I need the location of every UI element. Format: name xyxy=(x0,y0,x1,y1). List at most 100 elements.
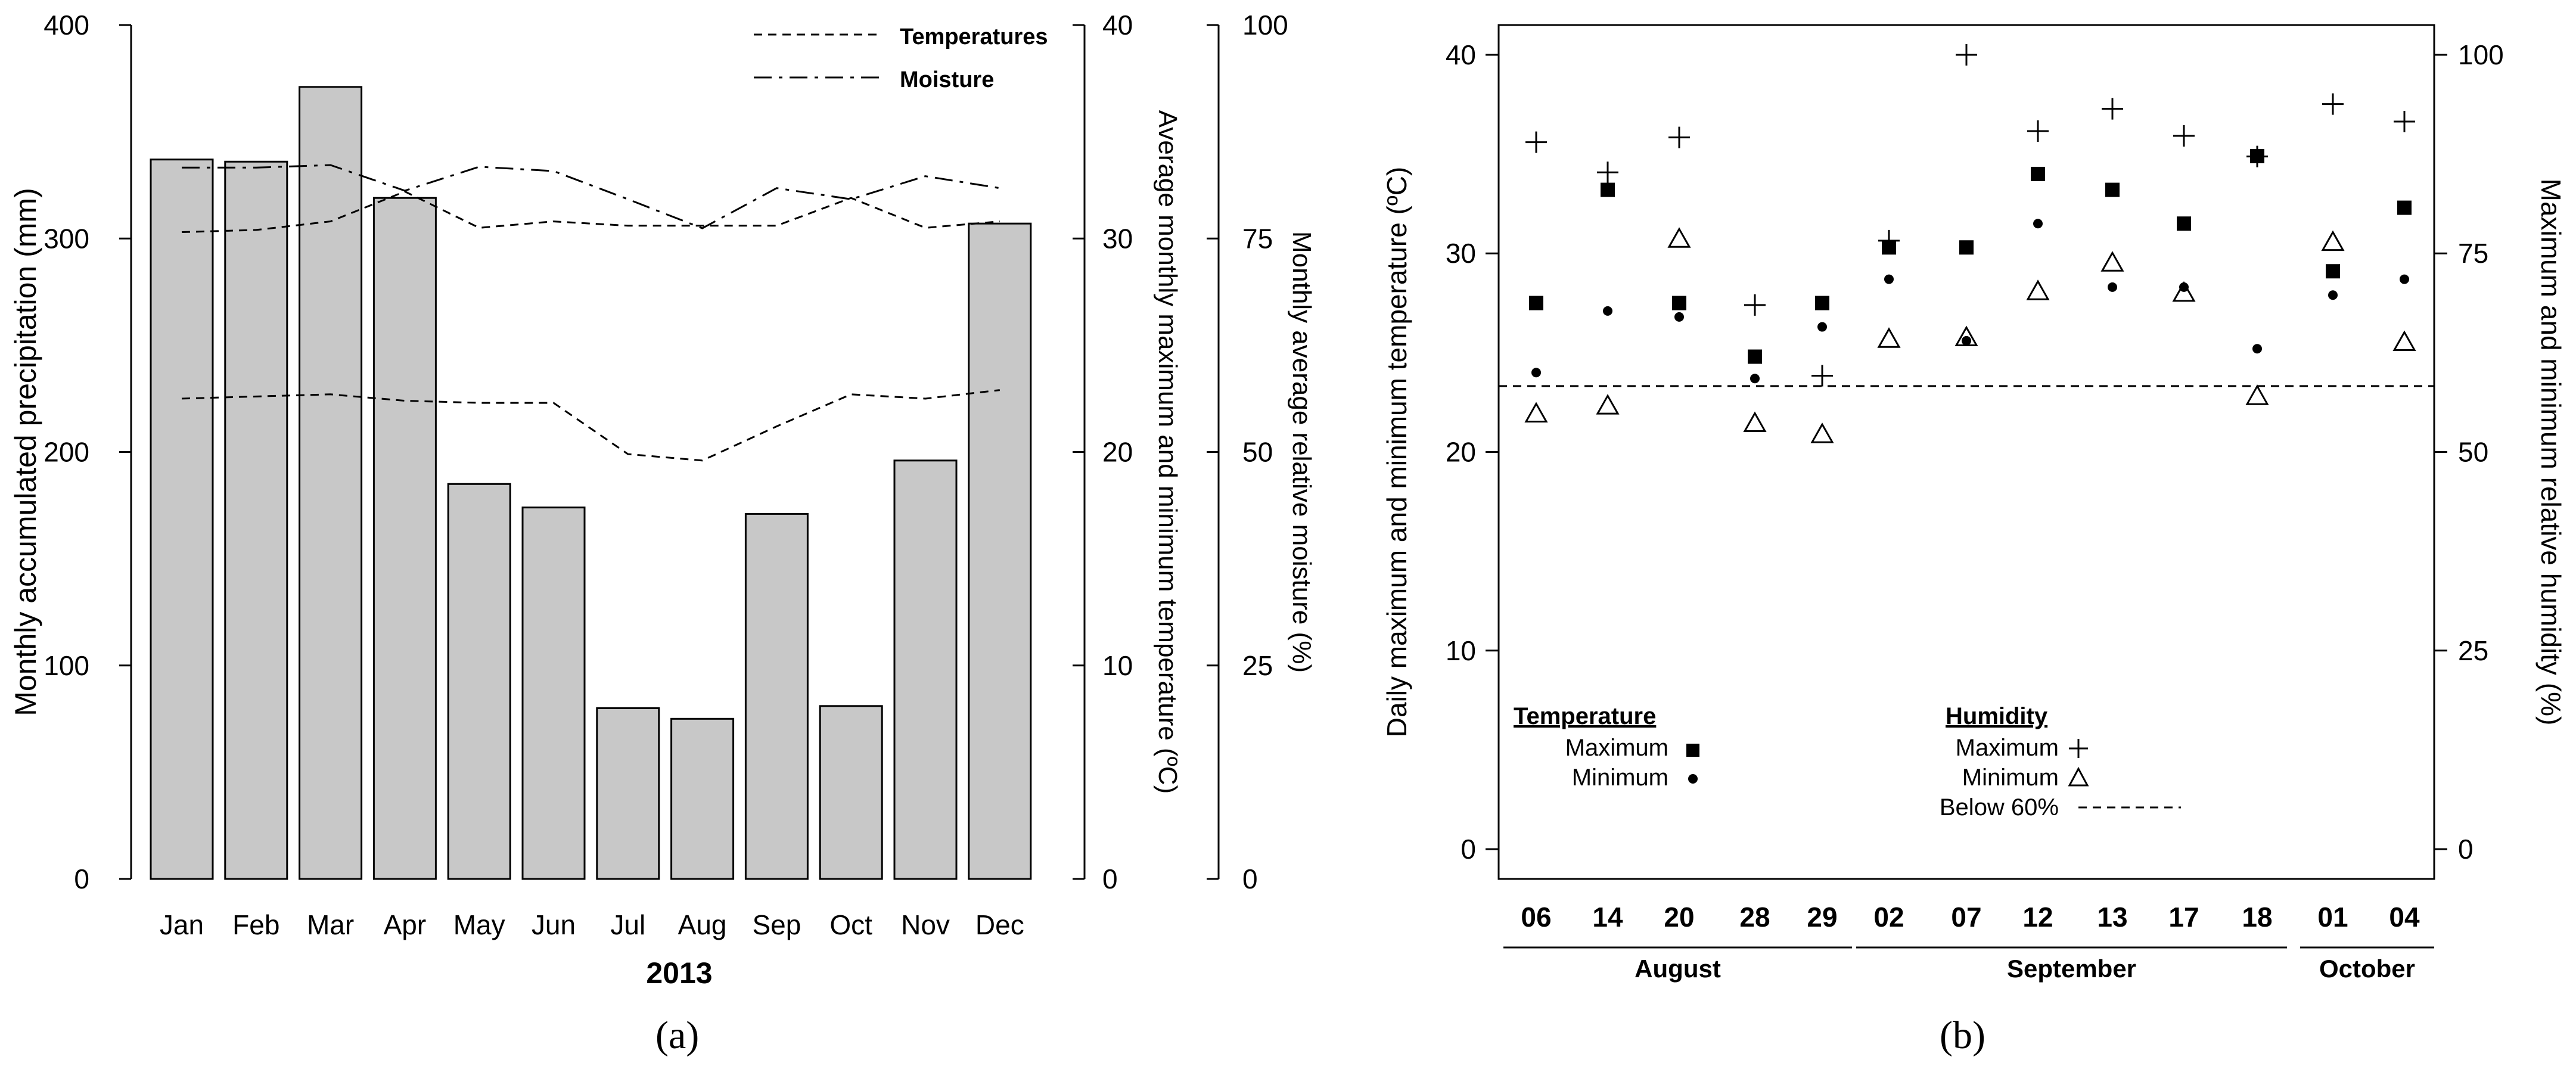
legend-temperature-minimum-label: Minimum xyxy=(1572,765,1668,791)
temp-min-point xyxy=(2108,282,2117,292)
temperature-axis-tick-label: 20 xyxy=(1102,437,1133,468)
temperature-axis-tick-label: 30 xyxy=(1446,238,1476,269)
temperature-axis-tick-label: 20 xyxy=(1446,437,1476,468)
humidity-max-point xyxy=(2027,120,2049,142)
y-axis-tick-label: 400 xyxy=(43,10,89,41)
moisture-axis-title: Monthly average relative moisture (%) xyxy=(1287,231,1316,673)
legend-humidity-minimum-label: Minimum xyxy=(1962,765,2059,791)
humidity-max-point xyxy=(1811,365,1833,387)
humidity-max-point xyxy=(1956,43,1977,66)
x-axis-day-label: 29 xyxy=(1807,902,1837,933)
humidity-max-point xyxy=(2173,125,2195,147)
humidity-axis-tick-label: 50 xyxy=(2458,437,2488,468)
legend-temperature-title: Temperature xyxy=(1514,703,1656,729)
legend-humidity-minimum-marker xyxy=(2068,766,2089,787)
temp-min-point xyxy=(2033,219,2043,229)
humidity-axis-tick-label: 100 xyxy=(2458,39,2504,70)
humidity-max-point xyxy=(2322,93,2344,115)
legend-temperature-minimum-marker xyxy=(1688,774,1698,784)
humidity-max-point xyxy=(1525,131,1547,153)
humidity-min-point xyxy=(1667,227,1691,248)
legend-label-moisture: Moisture xyxy=(900,67,994,92)
moisture-axis-tick-label: 100 xyxy=(1242,10,1288,41)
y-axis-tick-label: 200 xyxy=(43,437,89,468)
moisture-axis-tick-label: 0 xyxy=(1242,863,1258,894)
x-axis-tick-label: Jan xyxy=(160,909,204,940)
temp-max-point xyxy=(1672,296,1686,310)
x-axis-tick-label: Oct xyxy=(829,909,872,940)
x-axis-title-year: 2013 xyxy=(646,956,712,990)
x-axis-day-label: 02 xyxy=(1873,902,1904,933)
y-axis-tick-label: 100 xyxy=(43,650,89,681)
moisture-axis-tick-label: 50 xyxy=(1242,437,1273,468)
temp-max-point xyxy=(1601,182,1615,197)
temp-min-point xyxy=(1674,312,1684,322)
temperature-axis-tick-label: 0 xyxy=(1461,834,1476,865)
panel-label-b: (b) xyxy=(1940,1014,1985,1057)
humidity-min-point xyxy=(1810,422,1834,443)
humidity-axis-tick-label: 0 xyxy=(2458,834,2474,865)
bar-nov xyxy=(893,459,958,880)
bar-feb xyxy=(224,160,288,880)
moisture-axis-tick-label: 25 xyxy=(1242,650,1273,681)
temp-max-point xyxy=(2326,264,2340,279)
humidity-max-point xyxy=(2102,98,2123,120)
legend-temperature-maximum-marker xyxy=(1686,744,1699,757)
temp-min-point xyxy=(2400,274,2409,284)
y-axis-tick-label: 0 xyxy=(74,863,89,894)
bar-jun xyxy=(521,507,586,880)
humidity-axis-tick-label: 75 xyxy=(2458,238,2488,269)
temperature-axis-title: Average monthly maximum and minimum temp… xyxy=(1153,110,1182,794)
x-axis-tick-label: Dec xyxy=(975,909,1024,940)
temp-min-point xyxy=(2179,282,2189,292)
bar-apr xyxy=(372,197,437,880)
bar-jan xyxy=(150,159,214,880)
temp-max-point xyxy=(2177,216,2191,231)
x-axis-tick-label: Apr xyxy=(384,909,427,940)
temp-max-point xyxy=(2397,200,2412,215)
humidity-max-point xyxy=(1597,161,1618,184)
humidity-min-point xyxy=(2100,251,2124,272)
x-axis-day-label: 20 xyxy=(1664,902,1694,933)
temp-min-point xyxy=(2252,344,2262,354)
legend-below-threshold-label: Below 60% xyxy=(1940,794,2059,821)
x-axis-day-label: 13 xyxy=(2097,902,2127,933)
moisture-axis-tick-label: 75 xyxy=(1242,223,1273,254)
humidity-min-point xyxy=(2026,279,2050,300)
bar-may xyxy=(447,483,511,880)
bar-jul xyxy=(596,707,660,880)
temp-min-point xyxy=(1603,306,1612,316)
x-axis-tick-label: Nov xyxy=(901,909,950,940)
x-axis-tick-label: Mar xyxy=(307,909,354,940)
panel-label-a: (a) xyxy=(655,1014,700,1057)
temperature-axis-tick-label: 10 xyxy=(1102,650,1133,681)
temp-min-point xyxy=(1750,374,1760,384)
humidity-axis-title: Maximum and minimum relative humidity (%… xyxy=(2535,179,2566,726)
humidity-min-point xyxy=(2245,384,2269,405)
x-axis-day-label: 14 xyxy=(1592,902,1623,933)
humidity-min-point xyxy=(2172,281,2196,302)
temp-max-point xyxy=(2105,182,2120,197)
temperature-axis-tick-label: 30 xyxy=(1102,223,1133,254)
humidity-min-point xyxy=(1877,327,1901,348)
temp-max-point xyxy=(1959,240,1974,255)
temp-min-point xyxy=(1531,368,1541,378)
x-axis-tick-label: Feb xyxy=(232,909,279,940)
bar-mar xyxy=(299,86,363,880)
temp-max-point xyxy=(2031,166,2045,181)
y-axis-tick-label: 300 xyxy=(43,223,89,254)
bar-oct xyxy=(819,705,883,880)
temp-max-point xyxy=(1815,296,1829,310)
x-axis-day-label: 04 xyxy=(2389,902,2420,933)
humidity-max-point xyxy=(1878,229,1900,251)
temperature-axis-tick-label: 40 xyxy=(1102,10,1133,41)
bar-sep xyxy=(744,512,809,880)
humidity-min-point xyxy=(2321,230,2345,251)
x-axis-tick-label: May xyxy=(453,909,505,940)
bar-aug xyxy=(670,717,735,880)
series-line-maximum-temperature xyxy=(181,190,1000,234)
temp-min-point xyxy=(2328,290,2338,300)
x-axis-tick-label: Sep xyxy=(752,909,801,940)
